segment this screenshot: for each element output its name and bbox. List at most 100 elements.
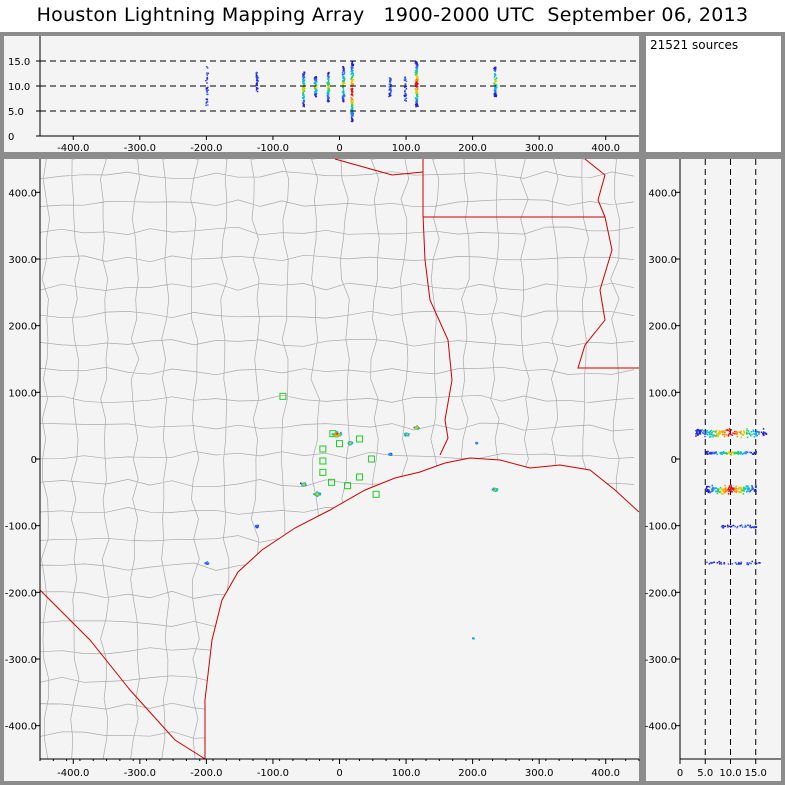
ns-source-c1-168 xyxy=(712,436,714,438)
plan-source-c11-89 xyxy=(495,489,498,491)
ns-source-c2-77 xyxy=(755,451,757,453)
ns-source-c1-108 xyxy=(740,433,743,435)
altitude-source-c11-63 xyxy=(493,67,496,69)
ns-source-c3-16 xyxy=(720,492,723,494)
ns-source-c2-51 xyxy=(715,451,717,453)
altitude-source-c6-5 xyxy=(342,89,345,91)
altitude-source-c10-12 xyxy=(417,105,419,107)
altitude-source-c3-60 xyxy=(302,79,304,81)
ns-source-c3-22 xyxy=(735,491,737,494)
ns-source-c3-89 xyxy=(734,490,736,493)
altitude-source-c6-51 xyxy=(343,72,346,74)
altitude-source-c5-72 xyxy=(327,91,330,94)
ns-source-c2-74 xyxy=(730,454,733,456)
ns-source-c3-26 xyxy=(718,488,720,490)
altitude-source-c10-147 xyxy=(415,70,417,73)
ns-source-c4-21 xyxy=(744,524,747,527)
altitude-source-c5-82 xyxy=(326,92,329,94)
altitude-source-c9-37 xyxy=(404,93,407,95)
altitude-source-c8-38 xyxy=(390,84,392,86)
ns-source-c2-84 xyxy=(743,451,746,454)
ns-source-c2-39 xyxy=(722,450,725,453)
altitude-source-c10-158 xyxy=(415,61,418,63)
station-marker-11 xyxy=(372,490,380,498)
altitude-source-c3-45 xyxy=(303,96,306,99)
altitude-source-c10-58 xyxy=(416,99,419,101)
ns-source-c2-50 xyxy=(752,453,754,455)
plan-source-c5-167 xyxy=(335,434,338,437)
ns-source-c3-143 xyxy=(728,489,731,491)
altitude-source-c7-166 xyxy=(351,113,353,115)
altitude-x-tick-label-7: 200.0 xyxy=(458,143,487,154)
ns-source-c4-7 xyxy=(741,526,744,528)
plan-y-tick-label-2: 300.0 xyxy=(8,255,37,266)
ns-source-c4-34 xyxy=(740,524,743,526)
ns-source-c1-98 xyxy=(740,430,742,432)
ns-source-c3-4 xyxy=(710,490,713,493)
station-marker-1 xyxy=(279,392,287,400)
altitude-source-c3-89 xyxy=(302,74,304,76)
ns-source-c1-95 xyxy=(701,429,703,431)
altitude-source-c11-58 xyxy=(495,94,497,96)
ns-source-c1-107 xyxy=(722,433,724,436)
gulf-water xyxy=(205,458,639,759)
ns-source-c2-78 xyxy=(713,452,716,455)
ns-source-c4-4 xyxy=(753,526,755,529)
coastline xyxy=(204,457,640,759)
altitude-source-c6-48 xyxy=(342,94,345,96)
plan-source-c5-164 xyxy=(336,431,339,433)
altitude-sources xyxy=(40,60,639,123)
altitude-source-c3-29 xyxy=(302,94,304,96)
ns-source-c3-19 xyxy=(717,490,719,493)
altitude-source-c3-36 xyxy=(304,88,306,90)
altitude-source-c3-53 xyxy=(303,81,305,83)
altitude-source-c11-21 xyxy=(494,79,496,81)
ns-source-c2-49 xyxy=(739,453,741,455)
ns-source-c1-81 xyxy=(756,430,758,432)
ns-source-c3-23 xyxy=(718,491,720,493)
altitude-source-c7-164 xyxy=(351,70,353,72)
ns-source-c4-38 xyxy=(734,525,736,528)
plan-source-c11-87 xyxy=(495,488,498,490)
ns-source-c3-44 xyxy=(726,490,729,492)
ns-source-c5-6 xyxy=(706,561,708,564)
ns-source-c3-107 xyxy=(743,488,745,490)
altitude-source-c7-18 xyxy=(351,75,353,77)
ns-source-c4-23 xyxy=(730,526,732,528)
altitude-source-c10-118 xyxy=(416,100,418,103)
altitude-source-c11-71 xyxy=(495,91,497,94)
plan-source-c1-39 xyxy=(205,562,208,564)
altitude-source-c8-27 xyxy=(390,94,392,97)
ns-source-c4-35 xyxy=(737,525,739,528)
ns-source-c3-80 xyxy=(730,487,733,489)
altitude-source-c3-34 xyxy=(303,94,305,96)
altitude-x-tick-label-5: 0 xyxy=(336,143,342,154)
ns-source-c3-122 xyxy=(711,488,713,490)
ns-source-c1-135 xyxy=(708,432,711,434)
altitude-source-c10-145 xyxy=(415,92,417,94)
altitude-source-c8-0 xyxy=(390,79,392,81)
ns-source-c1-132 xyxy=(697,434,699,436)
ns-source-c4-14 xyxy=(744,526,746,528)
ns-source-c2-57 xyxy=(705,452,707,454)
plan-x-tick-label-6: 100.0 xyxy=(392,768,421,779)
ns-source-c4-22 xyxy=(750,526,752,529)
ns-source-c1-32 xyxy=(696,431,698,433)
ns-source-c3-87 xyxy=(722,490,725,493)
ns-source-c3-144 xyxy=(708,490,711,493)
altitude-source-c7-67 xyxy=(350,97,352,99)
altitude-source-c5-77 xyxy=(328,88,330,91)
ns-source-c4-26 xyxy=(724,525,727,527)
ns-source-c4-13 xyxy=(721,525,724,527)
altitude-source-c5-75 xyxy=(328,100,330,102)
ns-source-c5-26 xyxy=(740,561,742,563)
altitude-source-c3-74 xyxy=(303,90,306,93)
altitude-source-c5-85 xyxy=(328,97,330,99)
ns-source-c3-140 xyxy=(732,488,735,491)
altitude-source-c7-165 xyxy=(350,78,352,80)
altitude-source-c7-118 xyxy=(351,103,353,106)
altitude-source-c10-149 xyxy=(415,103,417,105)
ns-source-c4-32 xyxy=(739,525,741,527)
plan-x-tick-label-5: 0 xyxy=(336,768,342,779)
altitude-source-c11-74 xyxy=(494,90,496,92)
